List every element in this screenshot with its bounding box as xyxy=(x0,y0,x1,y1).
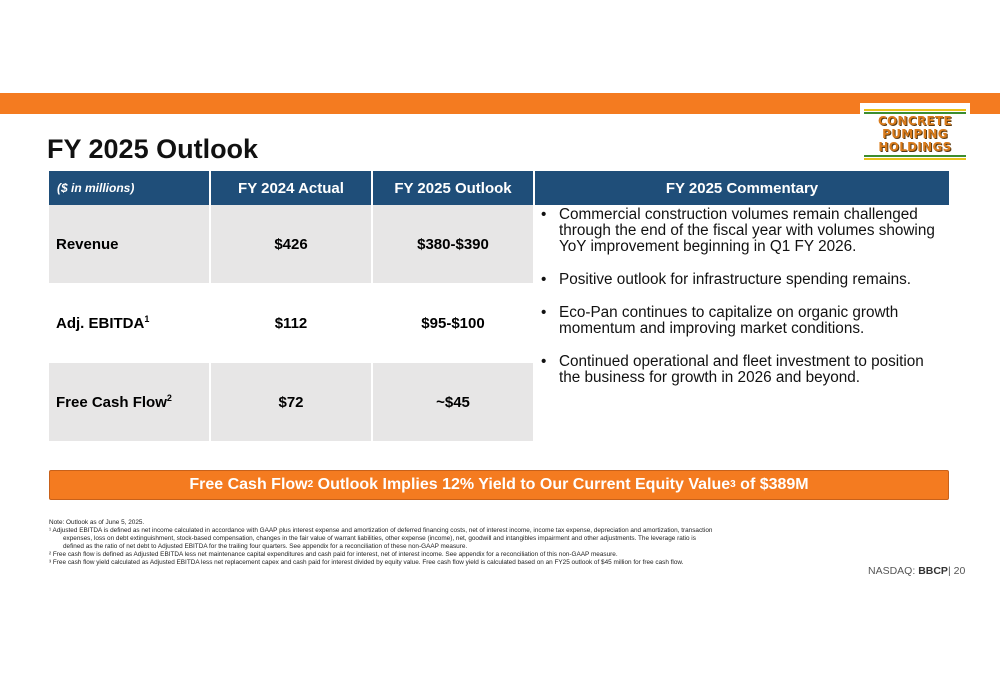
metric-label: Revenue xyxy=(49,205,211,284)
banner-text-2: Outlook Implies 12% Yield to Our Current… xyxy=(313,476,731,493)
company-logo: CONCRETE PUMPING HOLDINGS xyxy=(860,103,970,161)
fcf-yield-banner: Free Cash Flow 2 Outlook Implies 12% Yiel… xyxy=(49,470,949,500)
fy2024-value: $72 xyxy=(210,362,373,442)
table-row: Adj. EBITDA1 $112 $95-$100 xyxy=(49,283,949,363)
logo-stripe xyxy=(864,158,966,160)
bullet-icon: • xyxy=(541,271,547,288)
column-header-fy2024: FY 2024 Actual xyxy=(210,171,373,205)
header-accent-bar xyxy=(0,93,1000,114)
metric-label: Adj. EBITDA1 xyxy=(49,283,211,363)
fy2025-value: $95-$100 xyxy=(372,283,535,363)
commentary-item: • Positive outlook for infrastructure spe… xyxy=(541,272,945,288)
logo-line-1: CONCRETE xyxy=(877,114,953,128)
commentary-text: Continued operational and fleet investme… xyxy=(559,353,924,386)
page-title: FY 2025 Outlook xyxy=(47,134,259,164)
footnote-1-cont: expenses, loss on debt extinguishment, s… xyxy=(63,535,696,542)
logo-stripe xyxy=(864,155,966,157)
table-header-row: ($ in millions) FY 2024 Actual FY 2025 O… xyxy=(49,171,949,205)
table-row: Free Cash Flow2 $72 ~$45 xyxy=(49,362,949,442)
metric-name: Adj. EBITDA xyxy=(56,314,145,332)
commentary-item: • Eco-Pan continues to capitalize on orga… xyxy=(541,305,945,337)
banner-text-1: Free Cash Flow xyxy=(189,476,308,493)
table-row: Revenue $426 $380-$390 • Commercial const… xyxy=(49,205,949,442)
footnote-marker: 2 xyxy=(166,392,172,403)
column-header-commentary: FY 2025 Commentary xyxy=(534,171,949,205)
page-footer: NASDAQ: BBCP| 20 xyxy=(868,565,965,577)
footnote-1: ¹ Adjusted EBITDA is defined as net inco… xyxy=(49,527,713,534)
commentary-text: Positive outlook for infrastructure spen… xyxy=(559,271,912,288)
column-header-units: ($ in millions) xyxy=(49,171,211,205)
commentary-text: Eco-Pan continues to capitalize on organ… xyxy=(559,304,899,337)
ticker-symbol: BBCP xyxy=(918,565,948,577)
commentary-item: • Continued operational and fleet investm… xyxy=(541,354,945,386)
footnote-note: Note: Outlook as of June 5, 2025. xyxy=(49,519,145,526)
fy2024-value: $112 xyxy=(210,283,373,363)
footnote-marker: 1 xyxy=(144,313,150,324)
column-header-fy2025: FY 2025 Outlook xyxy=(372,171,535,205)
logo-stripe xyxy=(864,109,966,111)
metric-label: Free Cash Flow2 xyxy=(49,362,211,442)
footnotes: Note: Outlook as of June 5, 2025. ¹ Adju… xyxy=(49,519,859,567)
outlook-table: ($ in millions) FY 2024 Actual FY 2025 O… xyxy=(49,171,949,442)
footnote-1-cont: defined as the ratio of net debt to Adju… xyxy=(63,543,468,550)
logo-line-2: PUMPING xyxy=(882,127,948,141)
footnote-3: ³ Free cash flow yield calculated as Adj… xyxy=(49,559,684,566)
metric-name: Revenue xyxy=(56,235,119,253)
logo-stripe xyxy=(864,112,966,114)
fy2024-value: $426 xyxy=(210,205,373,284)
fy2025-value: ~$45 xyxy=(372,362,535,442)
metric-name: Free Cash Flow xyxy=(56,393,167,411)
page-number: | 20 xyxy=(947,565,966,577)
exchange-label: NASDAQ: xyxy=(868,565,916,577)
commentary-text: Commercial construction volumes remain c… xyxy=(559,206,935,255)
logo-line-3: HOLDINGS xyxy=(878,140,952,154)
commentary-item: • Commercial construction volumes remain … xyxy=(541,207,945,255)
fy2025-value: $380-$390 xyxy=(372,205,535,284)
bullet-icon: • xyxy=(541,304,547,321)
commentary-list: • Commercial construction volumes remain … xyxy=(535,207,949,386)
commentary-cell: • Commercial construction volumes remain … xyxy=(534,205,949,442)
banner-text-3: of $389M xyxy=(735,476,809,493)
bullet-icon: • xyxy=(541,206,547,223)
bullet-icon: • xyxy=(541,353,547,370)
footnote-2: ² Free cash flow is defined as Adjusted … xyxy=(49,551,618,558)
